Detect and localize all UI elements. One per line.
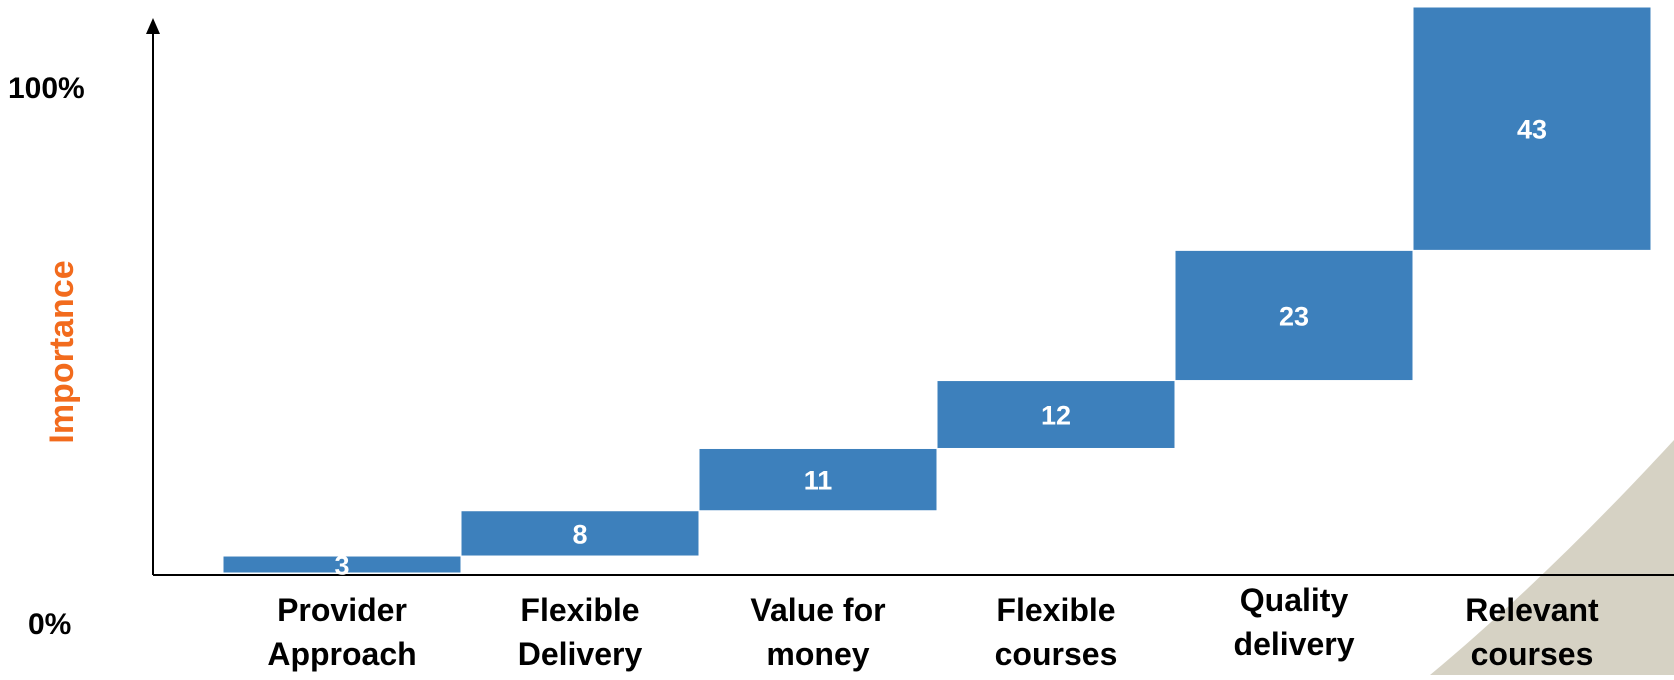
bar-value-label-2: 11 (804, 466, 833, 496)
x-tick-label-line: courses (995, 636, 1118, 672)
bar-1 (460, 510, 700, 557)
x-tick-label-line: Value for (750, 592, 885, 628)
x-tick-label-line: courses (1471, 636, 1594, 672)
y-axis-label: Importance (43, 260, 81, 443)
x-tick-label-line: Relevant (1465, 592, 1599, 628)
x-tick-label-line: delivery (1234, 626, 1355, 662)
x-tick-label-4: Quality delivery (1234, 582, 1355, 662)
bar-3 (936, 380, 1176, 449)
bar-value-label-5: 43 (1517, 115, 1547, 145)
y-tick-label-bottom: 0% (28, 608, 71, 641)
decorative-corner-swoosh (1430, 440, 1674, 675)
x-tick-label-5: Relevant courses (1465, 592, 1599, 672)
bar-0 (222, 555, 462, 574)
y-axis-arrowhead (146, 18, 160, 34)
bar-value-label-0: 3 (334, 551, 349, 581)
x-tick-label-1: Flexible Delivery (518, 592, 643, 672)
bar-4 (1174, 249, 1414, 382)
x-tick-labels: Provider Approach Flexible Delivery Value fo… (267, 582, 1599, 672)
x-tick-label-line: money (766, 636, 869, 672)
x-tick-label-line: Quality (1240, 582, 1349, 618)
bar-value-label-3: 12 (1041, 401, 1071, 431)
bar-5 (1412, 6, 1652, 251)
bars-group: 3 8 11 12 23 43 (222, 6, 1652, 581)
x-tick-label-0: Provider Approach (267, 592, 416, 672)
bar-2 (698, 447, 938, 512)
bar-value-label-1: 8 (572, 519, 587, 549)
x-tick-label-line: Delivery (518, 636, 643, 672)
x-tick-label-line: Approach (267, 636, 416, 672)
x-tick-label-line: Provider (277, 592, 407, 628)
x-tick-label-line: Flexible (520, 592, 639, 628)
x-tick-label-line: Flexible (996, 592, 1115, 628)
bar-value-label-4: 23 (1279, 301, 1309, 331)
y-tick-label-top: 100% (8, 72, 85, 105)
x-tick-label-3: Flexible courses (995, 592, 1118, 672)
x-tick-label-2: Value for money (750, 592, 885, 672)
